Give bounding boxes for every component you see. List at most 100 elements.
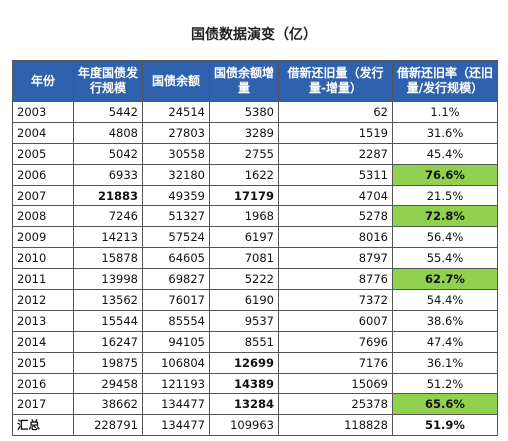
table-cell: 94105: [142, 330, 210, 353]
table-cell: 31.6%: [392, 121, 498, 144]
table-cell: 13998: [73, 268, 143, 291]
table-cell: 2003: [12, 101, 74, 123]
table-cell: 21.5%: [392, 184, 498, 207]
table-cell: 6007: [278, 309, 393, 332]
table-cell: 2015: [12, 351, 74, 374]
header-cell: 借新还旧量（发行量-增量）: [278, 60, 393, 102]
table-row: 2008 7246 51327 1968 5278 72.8%: [12, 205, 498, 228]
table-cell: 5042: [73, 142, 143, 165]
table-cell: 6190: [209, 289, 279, 311]
table-cell: 65.6%: [392, 393, 498, 416]
table-cell: 5278: [278, 205, 393, 228]
header-row: 年份 年度国债发行规模 国债余额 国债余额增量 借新还旧量（发行量-增量） 借新还旧率（还…: [12, 60, 498, 102]
table-cell: 134477: [142, 414, 210, 437]
table-cell: 1622: [209, 163, 279, 186]
header-cell: 借新还旧率（还旧量/发行规模）: [392, 60, 498, 102]
table-row: 2013 15544 85554 9537 6007 38.6%: [12, 309, 498, 332]
table-row: 2010 15878 64605 7081 8797 55.4%: [12, 247, 498, 270]
table-cell: 7696: [278, 330, 393, 353]
table-cell: 118828: [278, 414, 393, 437]
table-cell: 9537: [209, 309, 279, 332]
table-cell: 5222: [209, 268, 279, 291]
header-cell: 年份: [12, 60, 74, 102]
table-row: 2004 4808 27803 3289 1519 31.6%: [12, 121, 498, 144]
table-row: 2003 5442 24514 5380 62 1.1%: [12, 101, 498, 123]
table-cell: 32180: [142, 163, 210, 186]
table-cell: 2011: [12, 268, 74, 291]
table-cell: 1.1%: [392, 101, 498, 123]
header-cell: 年度国债发行规模: [73, 60, 143, 102]
table-cell: 14389: [209, 372, 279, 395]
table-cell: 2013: [12, 309, 74, 332]
table-row: 2009 14213 57524 6197 8016 56.4%: [12, 226, 498, 249]
table-cell: 51.9%: [392, 414, 498, 437]
data-table: 年份 年度国债发行规模 国债余额 国债余额增量 借新还旧量（发行量-增量） 借新还旧率（还…: [12, 60, 498, 437]
table-cell: 228791: [73, 414, 143, 437]
table-row: 2012 13562 76017 6190 7372 54.4%: [12, 289, 498, 311]
table-cell: 2016: [12, 372, 74, 395]
table-row: 2007 21883 49359 17179 4704 21.5%: [12, 184, 498, 207]
table-cell: 7176: [278, 351, 393, 374]
table-row: 2014 16247 94105 8551 7696 47.4%: [12, 330, 498, 353]
table-cell: 29458: [73, 372, 143, 395]
table-cell: 21883: [73, 184, 143, 207]
table-cell: 2010: [12, 247, 74, 270]
table-cell: 27803: [142, 121, 210, 144]
table-cell: 49359: [142, 184, 210, 207]
table-cell: 汇总: [12, 414, 74, 437]
table-cell: 56.4%: [392, 226, 498, 249]
table-cell: 55.4%: [392, 247, 498, 270]
table-cell: 1519: [278, 121, 393, 144]
table-cell: 54.4%: [392, 289, 498, 311]
table-cell: 51327: [142, 205, 210, 228]
table-cell: 36.1%: [392, 351, 498, 374]
table-cell: 2017: [12, 393, 74, 416]
table-row: 2011 13998 69827 5222 8776 62.7%: [12, 268, 498, 291]
table-cell: 8776: [278, 268, 393, 291]
header-cell: 国债余额: [142, 60, 210, 102]
table-cell: 5311: [278, 163, 393, 186]
table-row: 汇总 228791 134477 109963 118828 51.9%: [12, 414, 498, 437]
table-cell: 106804: [142, 351, 210, 374]
table-cell: 14213: [73, 226, 143, 249]
table-row: 2015 19875 106804 12699 7176 36.1%: [12, 351, 498, 374]
table-cell: 85554: [142, 309, 210, 332]
table-cell: 15069: [278, 372, 393, 395]
table-cell: 2006: [12, 163, 74, 186]
table-cell: 76017: [142, 289, 210, 311]
table-cell: 2755: [209, 142, 279, 165]
table-cell: 2287: [278, 142, 393, 165]
table-cell: 19875: [73, 351, 143, 374]
table-cell: 6197: [209, 226, 279, 249]
table-cell: 15878: [73, 247, 143, 270]
table-cell: 17179: [209, 184, 279, 207]
table-cell: 2004: [12, 121, 74, 144]
table-cell: 5442: [73, 101, 143, 123]
table-cell: 51.2%: [392, 372, 498, 395]
table-cell: 38.6%: [392, 309, 498, 332]
table-cell: 62.7%: [392, 268, 498, 291]
table-cell: 69827: [142, 268, 210, 291]
table-cell: 13284: [209, 393, 279, 416]
table-cell: 109963: [209, 414, 279, 437]
table-body: 2003 5442 24514 5380 62 1.1% 2004 4808 27803 3289…: [12, 101, 498, 437]
table-cell: 2008: [12, 205, 74, 228]
header-cell: 国债余额增量: [209, 60, 279, 102]
table-cell: 5380: [209, 101, 279, 123]
table-row: 2005 5042 30558 2755 2287 45.4%: [12, 142, 498, 165]
table-cell: 6933: [73, 163, 143, 186]
table-cell: 7246: [73, 205, 143, 228]
table-cell: 8551: [209, 330, 279, 353]
table-cell: 72.8%: [392, 205, 498, 228]
table-cell: 3289: [209, 121, 279, 144]
table-cell: 4704: [278, 184, 393, 207]
table-cell: 45.4%: [392, 142, 498, 165]
table-cell: 7081: [209, 247, 279, 270]
table-cell: 2009: [12, 226, 74, 249]
table-row: 2017 38662 134477 13284 25378 65.6%: [12, 393, 498, 416]
table-cell: 47.4%: [392, 330, 498, 353]
table-cell: 8016: [278, 226, 393, 249]
table-cell: 24514: [142, 101, 210, 123]
table-cell: 1968: [209, 205, 279, 228]
